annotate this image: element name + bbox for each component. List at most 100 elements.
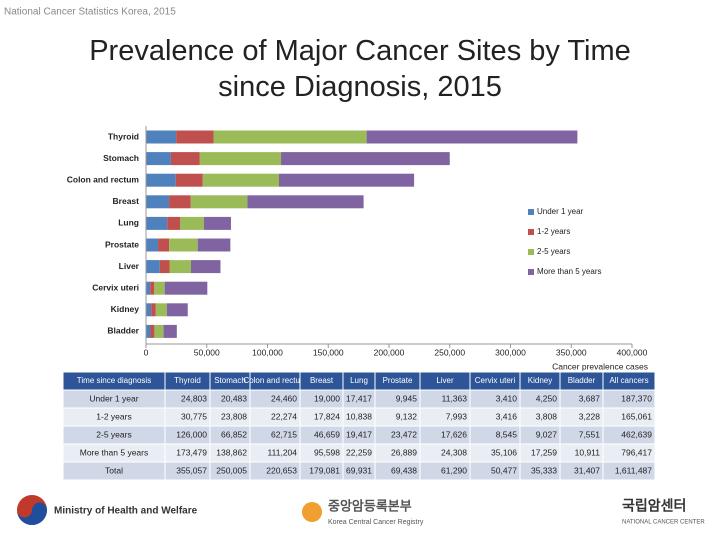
bar-segment bbox=[190, 260, 221, 274]
table-text: 26,889 bbox=[391, 447, 417, 457]
table-text: 50,477 bbox=[491, 465, 517, 475]
bar-segment bbox=[176, 130, 214, 144]
table-text: 9,027 bbox=[536, 429, 558, 439]
table-text: 95,598 bbox=[314, 447, 340, 457]
table-text: 7,993 bbox=[446, 411, 468, 421]
legend-label: 2-5 years bbox=[537, 247, 570, 256]
table-text: 19,417 bbox=[346, 429, 372, 439]
bar-segment bbox=[203, 216, 231, 230]
bar-segment bbox=[180, 216, 204, 230]
table-text: 126,000 bbox=[176, 429, 207, 439]
kccr-en: Korea Central Cancer Registry bbox=[328, 519, 424, 526]
table-text: Under 1 year bbox=[89, 393, 138, 403]
table-text: 30,775 bbox=[181, 411, 207, 421]
y-tick-label: Bladder bbox=[107, 326, 139, 336]
table-text: 3,416 bbox=[496, 411, 518, 421]
table-text: 20,483 bbox=[221, 393, 247, 403]
table-text: 22,259 bbox=[346, 447, 372, 457]
y-tick-label: Breast bbox=[113, 196, 140, 206]
table-text: 46,659 bbox=[314, 429, 340, 439]
table-text: 66,852 bbox=[221, 429, 247, 439]
table-text: 9,945 bbox=[396, 393, 418, 403]
legend-label: Under 1 year bbox=[537, 207, 584, 216]
y-tick-label: Prostate bbox=[105, 239, 139, 249]
bar-segment bbox=[146, 260, 160, 274]
bar-segment bbox=[366, 130, 578, 144]
bar-segment bbox=[150, 281, 155, 295]
table-text: 187,370 bbox=[621, 393, 652, 403]
bar-segment bbox=[164, 281, 208, 295]
kccr: 중앙암등록본부 bbox=[328, 498, 412, 513]
legend-label: 1-2 years bbox=[537, 227, 570, 236]
table-text: 35,106 bbox=[491, 447, 517, 457]
table-text: 35,333 bbox=[531, 465, 557, 475]
table-text: 17,417 bbox=[346, 393, 372, 403]
bar-segment bbox=[169, 238, 198, 252]
table-text: 220,653 bbox=[266, 465, 297, 475]
bar-segment bbox=[278, 173, 415, 187]
table-header: Bladder bbox=[568, 376, 596, 385]
table-text: 111,204 bbox=[268, 447, 298, 457]
bar-segment bbox=[155, 303, 167, 317]
legend-label: More than 5 years bbox=[537, 267, 601, 276]
bar-segment bbox=[154, 281, 165, 295]
logo bbox=[17, 502, 47, 525]
table-text: 17,626 bbox=[441, 429, 467, 439]
table-text: 4,250 bbox=[536, 393, 558, 403]
bar-segment bbox=[190, 195, 248, 209]
table-text: 69,438 bbox=[391, 465, 417, 475]
bar-segment bbox=[146, 216, 168, 230]
bar-segment bbox=[146, 130, 177, 144]
y-tick-label: Colon and rectum bbox=[67, 174, 140, 184]
table-cell bbox=[602, 461, 656, 481]
table-header: Kidney bbox=[528, 376, 552, 385]
table-header: Stomach bbox=[214, 376, 246, 385]
table-text: 22,274 bbox=[271, 411, 297, 421]
table-text: More than 5 years bbox=[80, 447, 149, 457]
bar-segment bbox=[213, 130, 367, 144]
table-header: Breast bbox=[310, 376, 334, 385]
table-text: 9,132 bbox=[396, 411, 418, 421]
table-text: 23,808 bbox=[221, 411, 247, 421]
table-header: Time since diagnosis bbox=[77, 376, 151, 385]
y-tick-label: Stomach bbox=[103, 153, 139, 163]
table-text: 179,081 bbox=[309, 465, 340, 475]
logo bbox=[302, 502, 322, 522]
y-tick-label: Lung bbox=[118, 218, 139, 228]
bar-segment bbox=[163, 324, 177, 338]
bar-segment bbox=[247, 195, 364, 209]
table-text: 11,363 bbox=[442, 393, 468, 403]
table-text: 3,808 bbox=[536, 411, 558, 421]
table-text: 3,687 bbox=[579, 393, 601, 403]
table-header: Colon and rectum bbox=[243, 376, 306, 385]
bar-segment bbox=[199, 152, 282, 166]
table-text: 62,715 bbox=[271, 429, 297, 439]
table-text: 24,460 bbox=[271, 393, 297, 403]
table-text: 10,838 bbox=[346, 411, 372, 421]
table-text: 1-2 years bbox=[96, 411, 131, 421]
ncc-en: NATIONAL CANCER CENTER bbox=[622, 520, 705, 526]
legend-swatch bbox=[528, 229, 534, 235]
chart-title: Prevalence of Major Cancer Sites by Time… bbox=[89, 35, 631, 103]
table-text: 31,407 bbox=[574, 465, 600, 475]
legend-swatch bbox=[528, 269, 534, 275]
table-header: All cancers bbox=[609, 376, 648, 385]
y-tick-label: Kidney bbox=[111, 304, 140, 314]
table-header: Prostate bbox=[383, 376, 413, 385]
bar-segment bbox=[167, 216, 181, 230]
bar-segment bbox=[146, 173, 176, 187]
table-text: 138,862 bbox=[216, 447, 247, 457]
x-tick-label: 250,000 bbox=[434, 347, 465, 357]
bar-segment bbox=[146, 303, 152, 317]
table-text: Total bbox=[105, 465, 123, 475]
x-tick-label: 150,000 bbox=[313, 347, 344, 357]
table-text: 462,639 bbox=[621, 429, 652, 439]
y-tick-label: Thyroid bbox=[108, 131, 139, 141]
table-text: 165,061 bbox=[621, 411, 652, 421]
bar-segment bbox=[197, 238, 231, 252]
table-text: 250,005 bbox=[216, 465, 247, 475]
bar-segment bbox=[154, 324, 164, 338]
table-text: 3,410 bbox=[496, 393, 518, 403]
table-text: 61,290 bbox=[441, 465, 467, 475]
